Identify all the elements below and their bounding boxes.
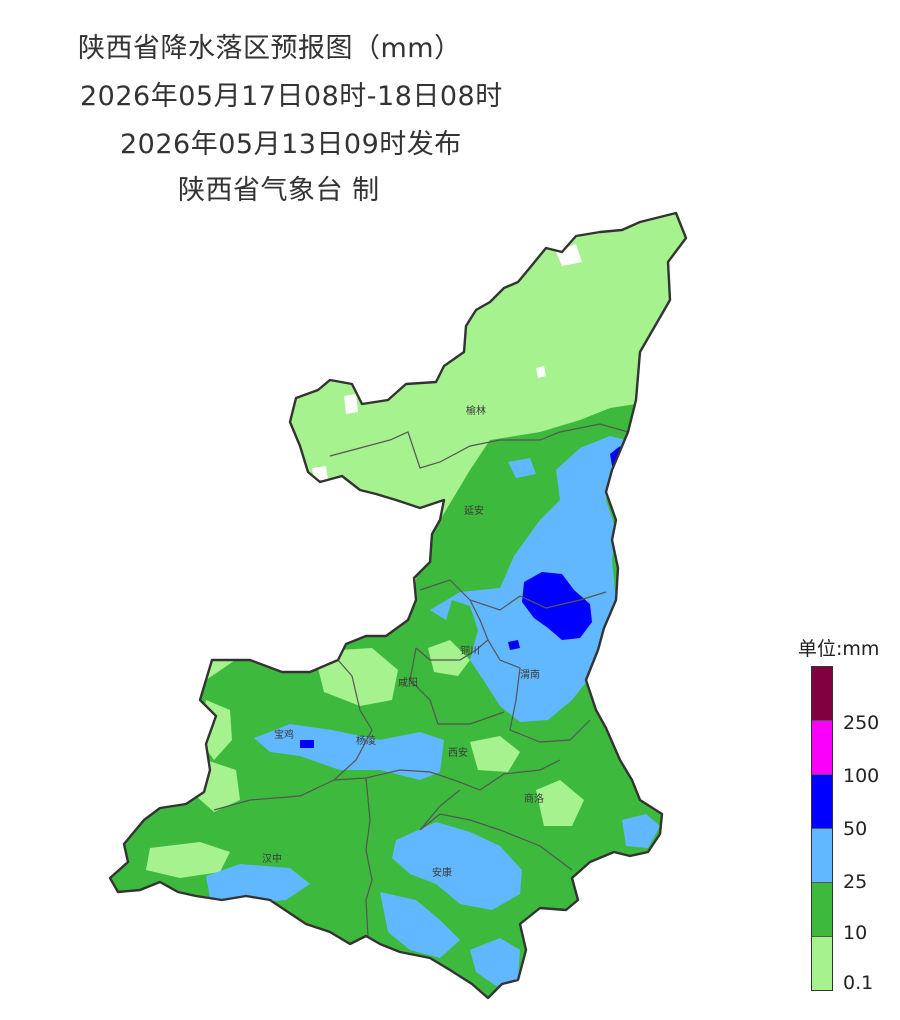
rain-zone-rainstorm (300, 740, 314, 748)
legend-tick-250: 250 (843, 712, 880, 734)
city-label-shangluo: 商洛 (524, 792, 544, 805)
legend: 单位:mm 250 100 50 25 10 0.1 (790, 630, 900, 1000)
rain-zone-light-patch (428, 640, 470, 676)
city-label-yanan: 延安 (464, 504, 484, 517)
legend-title: 单位:mm (798, 638, 880, 660)
issue-time: 2026年05月13日09时发布 (120, 129, 462, 160)
legend-tick-10: 10 (843, 922, 868, 944)
rain-zone-heavy (470, 938, 520, 986)
city-label-yulin: 榆林 (466, 404, 486, 417)
valid-period: 2026年05月17日08时-18日08时 (80, 81, 503, 112)
legend-tick-100: 100 (843, 765, 880, 787)
city-label-ankang: 安康 (432, 866, 452, 879)
rain-zone-heavy (430, 436, 626, 722)
rain-zone-rainstorm (508, 640, 520, 650)
map-title: 陕西省降水落区预报图（mm） (78, 33, 462, 64)
legend-tick-50: 50 (843, 818, 868, 840)
rain-zone-heavy (206, 864, 310, 904)
city-label-baoji: 宝鸡 (274, 728, 294, 741)
rain-zone-heavy (622, 814, 660, 848)
rain-zone-light-patch (146, 842, 230, 878)
city-boundaries (213, 423, 629, 937)
producer: 陕西省气象台 制 (178, 175, 380, 206)
rain-zone-light-patch (580, 874, 640, 900)
rain-zone-light-patch (536, 780, 584, 826)
legend-tick-0.1: 0.1 (843, 972, 874, 994)
rain-zone-heavy (508, 458, 536, 478)
city-label-tongchuan: 铜川 (460, 645, 480, 657)
legend-tick-25: 25 (843, 871, 868, 893)
legend-swatch-10-25 (812, 883, 832, 937)
city-label-xian: 西安 (448, 746, 468, 759)
precipitation-fill (110, 213, 686, 998)
no-rain-spot (344, 394, 358, 414)
city-label-yangling: 杨凌 (356, 734, 376, 747)
city-label-xianyang: 咸阳 (398, 677, 418, 689)
rain-zone-heavy (380, 892, 460, 958)
legend-swatch-100-250 (812, 721, 832, 775)
rain-zone-light-patch (318, 648, 398, 706)
legend-swatch-25-50 (812, 829, 832, 883)
city-label-weinan: 渭南 (520, 668, 540, 681)
no-rain-spot (536, 366, 546, 378)
legend-color-bar (811, 666, 833, 991)
precipitation-map: 榆林 延安 铜川 渭南 咸阳 宝鸡 杨凌 西安 商洛 汉中 安康 (108, 211, 688, 1000)
city-labels: 榆林 延安 铜川 渭南 咸阳 宝鸡 杨凌 西安 商洛 汉中 安康 (262, 404, 544, 879)
legend-swatch-250plus (812, 667, 832, 721)
legend-swatch-50-100 (812, 775, 832, 829)
rain-zone-light-patch (470, 736, 520, 772)
province-outline (108, 211, 688, 1000)
rain-zone-heavy (392, 822, 522, 910)
no-rain-spot (312, 466, 328, 480)
city-label-hanzhong: 汉中 (262, 852, 282, 865)
legend-swatch-0.1-10 (812, 937, 832, 990)
rain-zone-heavy (254, 724, 444, 780)
